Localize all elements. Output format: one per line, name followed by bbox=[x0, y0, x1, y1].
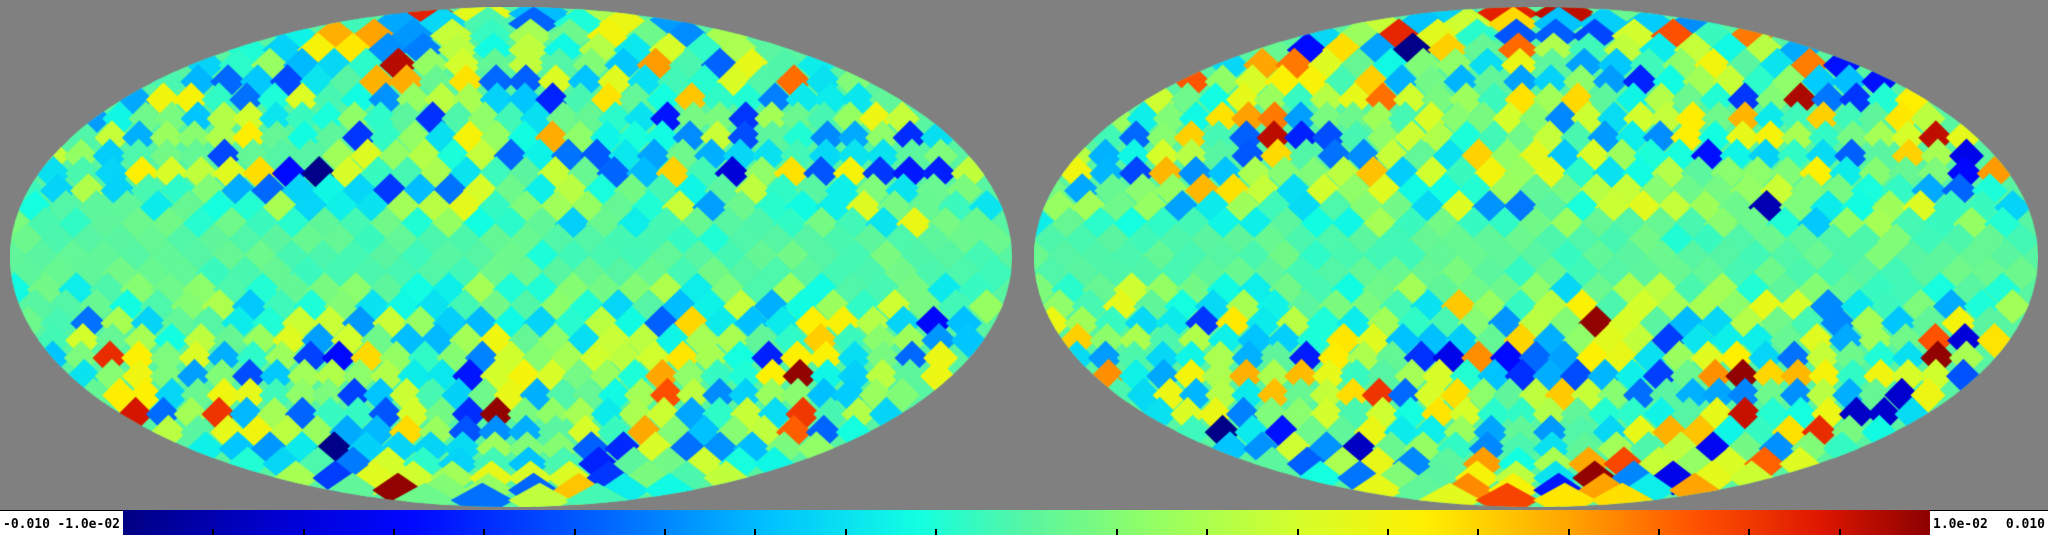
colorbar-max-label: 1.0e-02 0.010 bbox=[1930, 510, 2048, 535]
left-sky-map bbox=[10, 7, 1012, 507]
colorbar-tick bbox=[1206, 529, 1209, 535]
colorbar-min-value-decimal: -0.010 bbox=[3, 517, 50, 532]
colorbar-tick bbox=[664, 529, 667, 535]
colorbar-tick bbox=[1477, 529, 1480, 535]
colorbar-tick bbox=[1567, 529, 1570, 535]
colorbar-tick bbox=[212, 529, 215, 535]
colorbar-max-value-decimal: 0.010 bbox=[2005, 517, 2045, 532]
right-sky-map bbox=[1034, 7, 2038, 507]
colorbar-tick bbox=[1115, 529, 1118, 535]
colorbar-tick bbox=[302, 529, 305, 535]
colorbar-tick bbox=[1748, 529, 1751, 535]
colorbar-tick bbox=[1657, 529, 1660, 535]
colorbar-gradient bbox=[123, 510, 1930, 535]
colorbar bbox=[123, 510, 1930, 535]
colorbar-tick bbox=[935, 529, 938, 535]
colorbar-tick bbox=[573, 529, 576, 535]
colorbar-min-value-scientific: -1.0e-02 bbox=[57, 517, 120, 532]
colorbar-max-value-scientific: 1.0e-02 bbox=[1933, 517, 1988, 532]
colorbar-tick bbox=[1296, 529, 1299, 535]
colorbar-tick bbox=[393, 529, 396, 535]
colorbar-tick bbox=[1838, 529, 1841, 535]
colorbar-tick bbox=[1386, 529, 1389, 535]
colorbar-tick bbox=[483, 529, 486, 535]
colorbar-tick bbox=[754, 529, 757, 535]
colorbar-min-label: -0.010 -1.0e-02 bbox=[0, 510, 123, 535]
colorbar-tick bbox=[844, 529, 847, 535]
